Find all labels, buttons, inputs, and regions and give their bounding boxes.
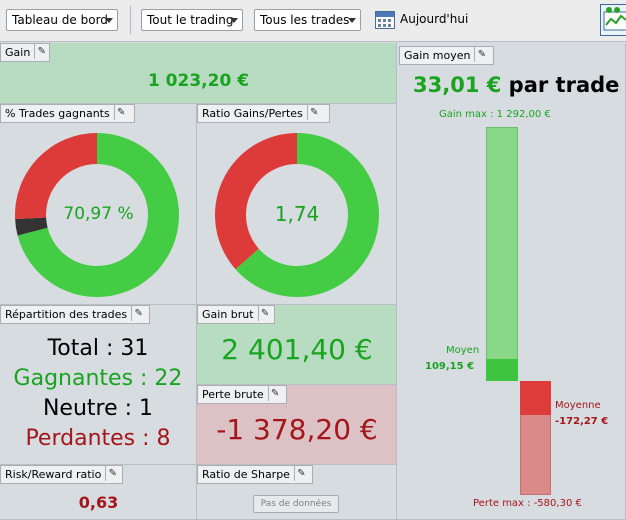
chevron-down-icon bbox=[348, 18, 356, 23]
total-trades: Total : 31 bbox=[47, 336, 149, 361]
trading-dropdown[interactable]: Tout le trading bbox=[141, 9, 243, 31]
losing-trades: Perdantes : 8 bbox=[25, 426, 171, 451]
toolbar-separator bbox=[130, 6, 131, 34]
pin-icon[interactable]: ✎ bbox=[474, 47, 488, 62]
pin-icon[interactable]: ✎ bbox=[131, 306, 145, 321]
average-gain-panel-title: Gain moyen ✎ bbox=[399, 46, 494, 65]
max-loss-label: Perte max : -580,30 € bbox=[473, 498, 582, 509]
max-gain-bar bbox=[486, 127, 518, 381]
sharpe-ratio-panel: Ratio de Sharpe ✎ Pas de données bbox=[197, 465, 397, 520]
pin-icon[interactable]: ✎ bbox=[113, 105, 128, 120]
win-rate-value: 70,97 % bbox=[63, 204, 134, 224]
gross-loss-title: Perte brute bbox=[202, 388, 264, 401]
trading-dropdown-label: Tout le trading bbox=[147, 13, 234, 27]
chevron-down-icon bbox=[105, 18, 113, 23]
win-rate-panel-title: % Trades gagnants ✎ bbox=[0, 104, 135, 123]
trade-distribution-title: Répartition des trades bbox=[5, 308, 128, 321]
risk-reward-title: Risk/Reward ratio bbox=[5, 468, 102, 481]
gross-gain-value: 2 401,40 € bbox=[221, 333, 373, 366]
trades-dropdown[interactable]: Tous les trades bbox=[254, 9, 361, 31]
gain-panel: Gain ✎ 1 023,20 € bbox=[0, 43, 397, 104]
max-gain-label: Gain max : 1 292,00 € bbox=[439, 109, 551, 120]
gross-loss-panel-title: Perte brute ✎ bbox=[197, 385, 287, 404]
gross-gain-title: Gain brut bbox=[202, 308, 254, 321]
average-loss-value: -172,27 € bbox=[555, 416, 609, 427]
pin-icon[interactable]: ✎ bbox=[257, 306, 272, 321]
gain-value: 1 023,20 € bbox=[147, 71, 250, 91]
calendar-icon[interactable] bbox=[375, 11, 395, 29]
gain-panel-title: Gain ✎ bbox=[0, 43, 50, 62]
toolbar: Tableau de bord Tout le trading Tous les… bbox=[0, 0, 626, 42]
gain-loss-ratio-value: 1,74 bbox=[274, 202, 320, 226]
risk-reward-value: 0,63 bbox=[78, 493, 119, 512]
average-loss-bar bbox=[520, 381, 551, 415]
trade-distribution-panel: Répartition des trades ✎ Total : 31 Gagna… bbox=[0, 305, 197, 465]
winning-slice bbox=[17, 133, 179, 297]
sharpe-ratio-panel-title: Ratio de Sharpe ✎ bbox=[197, 465, 313, 484]
winning-trades: Gagnantes : 22 bbox=[13, 366, 183, 391]
average-gain-bar-value: 109,15 € bbox=[425, 361, 475, 372]
average-gain-bar bbox=[486, 359, 518, 381]
gain-loss-ratio-donut bbox=[215, 133, 380, 297]
gain-title: Gain bbox=[5, 46, 31, 59]
pin-icon[interactable]: ✎ bbox=[293, 466, 308, 481]
average-gain-title: Gain moyen bbox=[404, 49, 471, 62]
gain-loss-ratio-panel: Ratio Gains/Pertes ✎ 1,74 bbox=[197, 104, 397, 305]
trade-distribution-panel-title: Répartition des trades ✎ bbox=[0, 305, 150, 324]
pin-icon[interactable]: ✎ bbox=[306, 105, 321, 120]
win-rate-panel: % Trades gagnants ✎ 70,97 % bbox=[0, 104, 197, 305]
pin-icon[interactable]: ✎ bbox=[34, 44, 48, 59]
gain-loss-ratio-title: Ratio Gains/Pertes bbox=[202, 107, 303, 120]
sharpe-ratio-title: Ratio de Sharpe bbox=[202, 468, 290, 481]
average-gain-bar-label: Moyen bbox=[446, 345, 480, 356]
dashboard-dropdown[interactable]: Tableau de bord bbox=[6, 9, 118, 31]
dashboard-dropdown-label: Tableau de bord bbox=[12, 13, 108, 27]
pin-icon[interactable]: ✎ bbox=[267, 386, 282, 401]
risk-reward-panel-title: Risk/Reward ratio ✎ bbox=[0, 465, 123, 484]
losing-slice bbox=[15, 133, 97, 220]
no-data-button[interactable]: Pas de données bbox=[253, 495, 339, 513]
gross-gain-panel: Gain brut ✎ 2 401,40 € bbox=[197, 305, 397, 385]
average-loss-label: Moyenne bbox=[555, 400, 601, 411]
risk-reward-panel: Risk/Reward ratio ✎ 0,63 bbox=[0, 465, 197, 520]
pin-icon[interactable]: ✎ bbox=[105, 466, 119, 481]
gains-slice bbox=[235, 133, 380, 297]
trades-dropdown-label: Tous les trades bbox=[260, 13, 350, 27]
average-gain-line: 33,01 € par trade bbox=[413, 73, 619, 97]
neutral-slice bbox=[15, 217, 48, 236]
gross-loss-value: -1 378,20 € bbox=[216, 413, 378, 446]
average-gain-value: 33,01 € bbox=[413, 73, 502, 97]
dashboard-chart-icon[interactable] bbox=[600, 4, 626, 36]
win-rate-title: % Trades gagnants bbox=[5, 107, 110, 120]
today-button[interactable]: Aujourd'hui bbox=[400, 12, 469, 26]
neutral-trades: Neutre : 1 bbox=[42, 396, 154, 421]
gain-loss-ratio-panel-title: Ratio Gains/Pertes ✎ bbox=[197, 104, 330, 123]
chevron-down-icon bbox=[230, 18, 238, 23]
average-gain-panel: Gain moyen ✎ 33,01 € par trade Gain max :… bbox=[397, 43, 626, 520]
average-gain-suffix: par trade bbox=[508, 73, 620, 97]
gross-gain-panel-title: Gain brut ✎ bbox=[197, 305, 275, 324]
gross-loss-panel: Perte brute ✎ -1 378,20 € bbox=[197, 385, 397, 465]
losses-slice bbox=[215, 133, 297, 270]
win-rate-donut bbox=[15, 133, 179, 297]
